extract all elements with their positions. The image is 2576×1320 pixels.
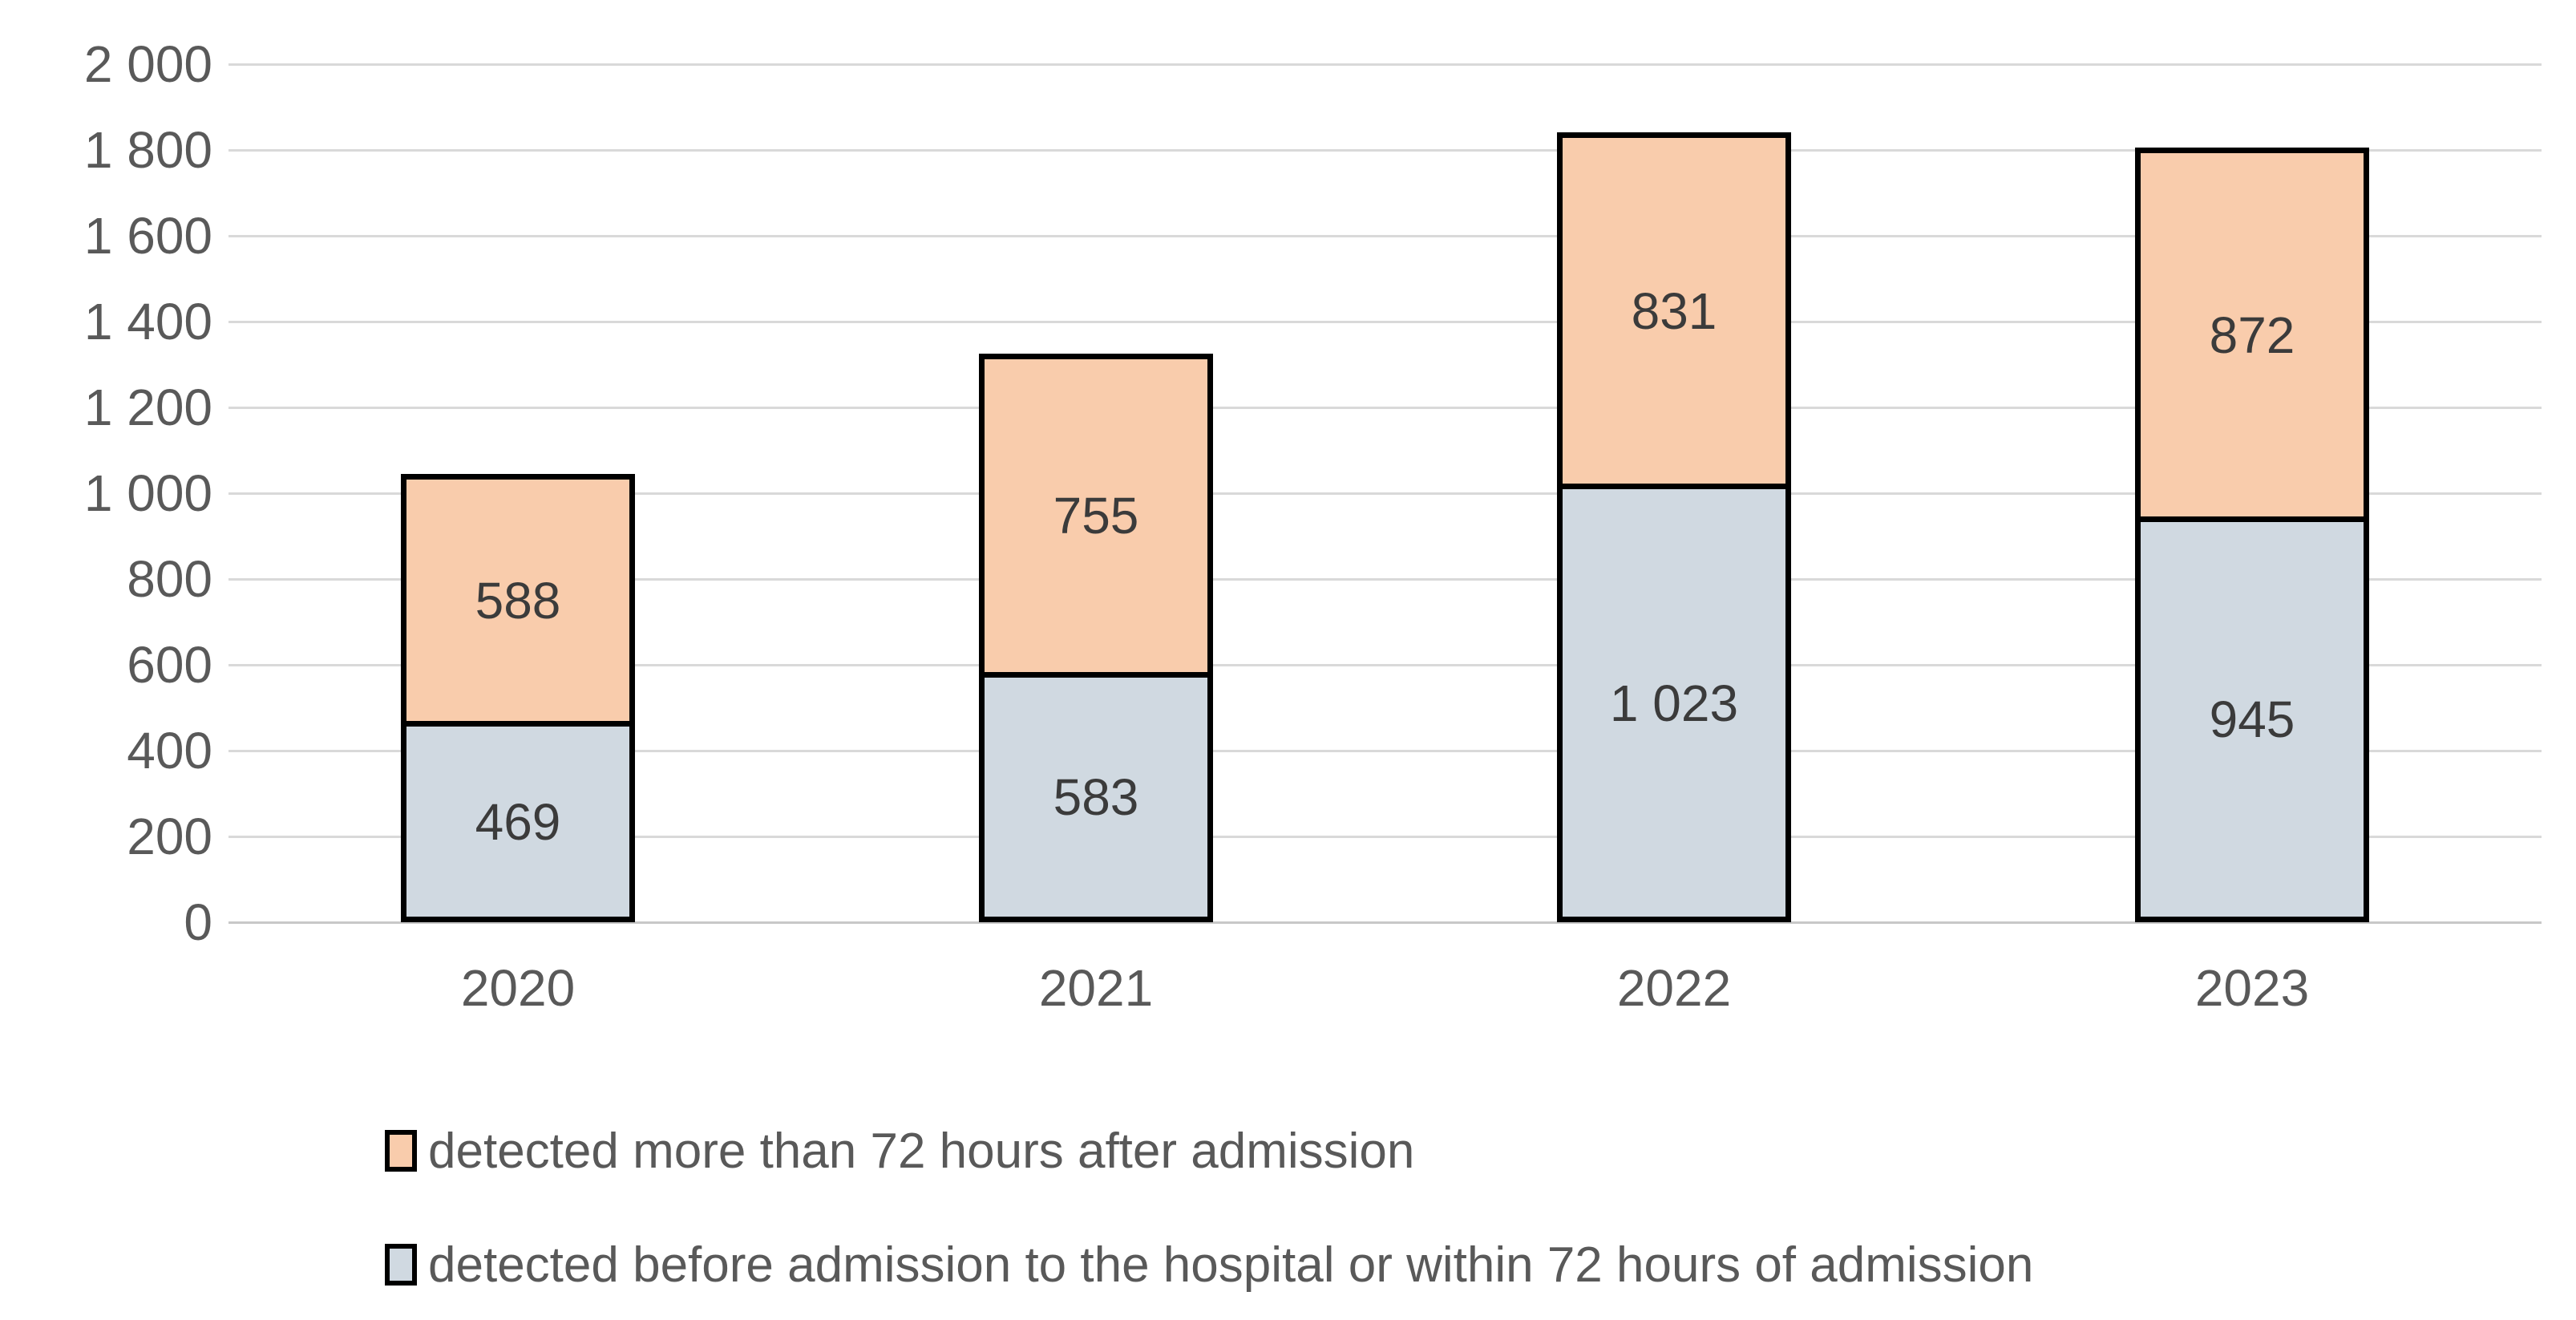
bar-value-label: 755 bbox=[1053, 487, 1139, 545]
gridline bbox=[228, 407, 2542, 409]
x-axis: 2020 2021 2022 2023 bbox=[228, 958, 2542, 1030]
y-axis-tick-label: 1 600 bbox=[83, 207, 212, 265]
bar-segment-after-72h: 588 bbox=[401, 474, 635, 727]
legend-item: detected more than 72 hours after admiss… bbox=[385, 1107, 2469, 1195]
x-axis-line bbox=[228, 921, 2542, 924]
y-axis-tick-label: 2 000 bbox=[83, 35, 212, 93]
y-axis: 0 200 400 600 800 1 000 1 200 1 400 1 600 1 800 2 … bbox=[16, 35, 212, 951]
y-axis-tick-label: 200 bbox=[127, 808, 212, 865]
bar-segment-before-admission: 469 bbox=[401, 721, 635, 922]
legend-item: detected before admission to the hospita… bbox=[385, 1221, 2469, 1309]
bar-segment-after-72h: 755 bbox=[979, 354, 1213, 678]
gridline bbox=[228, 492, 2542, 495]
bar-2022: 831 1 023 bbox=[1557, 132, 1791, 922]
chart-legend: detected more than 72 hours after admiss… bbox=[385, 1107, 2469, 1320]
bar-value-label: 945 bbox=[2209, 690, 2295, 748]
y-axis-tick-label: 800 bbox=[127, 550, 212, 608]
bar-value-label: 583 bbox=[1053, 768, 1139, 826]
gridline bbox=[228, 63, 2542, 66]
legend-label: detected more than 72 hours after admiss… bbox=[428, 1123, 1415, 1179]
x-axis-label: 2022 bbox=[1616, 959, 1732, 1017]
y-axis-tick-label: 1 000 bbox=[83, 464, 212, 522]
bar-2020: 588 469 bbox=[401, 474, 635, 922]
y-axis-tick-label: 600 bbox=[127, 636, 212, 694]
y-axis-tick-label: 1 400 bbox=[83, 293, 212, 350]
bar-2023: 872 945 bbox=[2135, 148, 2369, 922]
bar-segment-after-72h: 831 bbox=[1557, 132, 1791, 489]
bar-value-label: 831 bbox=[1631, 281, 1717, 340]
y-axis-tick-label: 0 bbox=[184, 893, 212, 951]
y-axis-tick-label: 1 200 bbox=[83, 379, 212, 436]
bar-segment-before-admission: 583 bbox=[979, 672, 1213, 922]
gridline bbox=[228, 578, 2542, 581]
gridline bbox=[228, 235, 2542, 237]
bar-value-label: 469 bbox=[475, 792, 561, 851]
legend-label: detected before admission to the hospita… bbox=[428, 1237, 2034, 1293]
gridline bbox=[228, 664, 2542, 666]
gridline bbox=[228, 149, 2542, 152]
bar-2021: 755 583 bbox=[979, 354, 1213, 922]
legend-swatch-icon bbox=[385, 1130, 417, 1172]
bar-value-label: 872 bbox=[2209, 306, 2295, 364]
x-axis-label: 2021 bbox=[1038, 959, 1154, 1017]
bar-segment-after-72h: 872 bbox=[2135, 148, 2369, 522]
x-axis-label: 2023 bbox=[2194, 959, 2310, 1017]
gridline bbox=[228, 750, 2542, 752]
bar-value-label: 588 bbox=[475, 571, 561, 630]
bar-segment-before-admission: 945 bbox=[2135, 516, 2369, 922]
bar-value-label: 1 023 bbox=[1609, 674, 1739, 732]
gridline bbox=[228, 321, 2542, 323]
gridline bbox=[228, 836, 2542, 838]
x-axis-label: 2020 bbox=[460, 959, 576, 1017]
plot-area: 588 469 755 583 831 1 023 872 945 bbox=[228, 63, 2542, 924]
y-axis-tick-label: 400 bbox=[127, 722, 212, 779]
legend-swatch-icon bbox=[385, 1244, 417, 1286]
y-axis-tick-label: 1 800 bbox=[83, 121, 212, 179]
bar-segment-before-admission: 1 023 bbox=[1557, 484, 1791, 922]
